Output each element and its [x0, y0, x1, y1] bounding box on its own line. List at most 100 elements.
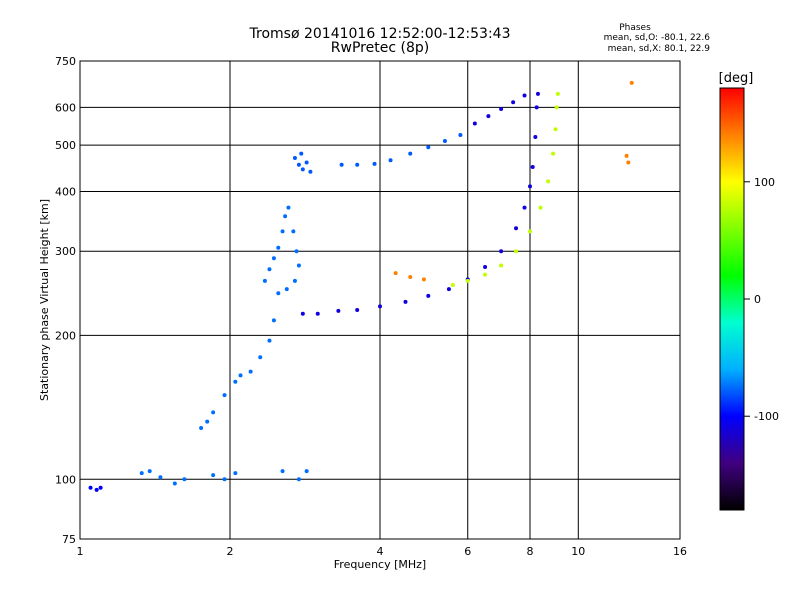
grid-lines: [80, 61, 680, 539]
data-point: [511, 100, 516, 105]
y-axis-label: Stationary phase Virtual Height [km]: [38, 199, 51, 401]
y-tick-label: 400: [55, 185, 76, 198]
data-point: [258, 355, 263, 360]
data-point: [555, 91, 560, 96]
data-point: [483, 265, 488, 270]
data-point: [267, 267, 272, 272]
data-point: [538, 205, 543, 210]
data-point: [442, 139, 447, 144]
data-point: [408, 151, 413, 156]
data-point: [355, 162, 360, 167]
data-point: [421, 277, 426, 282]
data-point: [284, 287, 289, 292]
data-point: [514, 226, 519, 231]
data-point: [304, 469, 309, 474]
data-point: [271, 256, 276, 261]
y-tick-label: 600: [55, 101, 76, 114]
chart-title: Tromsø 20141016 12:52:00-12:53:43: [249, 26, 511, 42]
data-point: [294, 249, 299, 254]
data-point: [280, 229, 285, 234]
data-point: [262, 278, 267, 283]
data-point: [292, 278, 297, 283]
y-tick-label: 200: [55, 329, 76, 342]
y-axis-ticks: 75 100 200 300 400 500 600 750: [55, 55, 76, 546]
data-point: [296, 263, 301, 268]
x-tick-label: 10: [571, 545, 585, 558]
data-point: [426, 293, 431, 298]
data-point: [158, 475, 163, 480]
data-point: [522, 205, 527, 210]
colorbar-label: [deg]: [719, 71, 754, 86]
data-point: [271, 318, 276, 323]
data-point: [296, 477, 301, 482]
data-point: [211, 473, 216, 478]
colorbar-ticks: 100 0 -100: [744, 176, 779, 423]
data-point: [426, 145, 431, 150]
data-point: [233, 379, 238, 384]
data-point: [280, 469, 285, 474]
chart-subtitle: RwPretec (8p): [330, 40, 430, 56]
data-point: [267, 338, 272, 343]
x-tick-label: 8: [527, 545, 534, 558]
data-point: [315, 311, 320, 316]
phases-heading: Phases: [619, 23, 651, 33]
x-tick-label: 2: [227, 545, 234, 558]
data-point: [248, 369, 253, 374]
data-point: [546, 179, 551, 184]
data-point: [139, 471, 144, 476]
data-point: [88, 485, 93, 490]
data-point: [486, 114, 491, 119]
scatter-points: [88, 80, 634, 492]
data-point: [551, 151, 556, 156]
data-point: [336, 308, 341, 313]
colorbar: [719, 87, 745, 511]
data-point: [629, 80, 634, 85]
data-point: [339, 162, 344, 167]
y-tick-label: 750: [55, 55, 76, 68]
x-tick-label: 1: [77, 545, 84, 558]
data-point: [291, 229, 296, 234]
data-point: [393, 271, 398, 276]
data-point: [222, 477, 227, 482]
y-tick-label: 300: [55, 245, 76, 258]
data-point: [283, 214, 288, 219]
data-point: [94, 487, 99, 492]
data-point: [182, 477, 187, 482]
data-point: [378, 304, 382, 309]
data-point: [458, 133, 463, 138]
x-tick-label: 6: [464, 545, 471, 558]
phases-x-stats: mean, sd,X: 80.1, 22.9: [607, 44, 710, 54]
data-point: [355, 308, 360, 313]
data-point: [499, 249, 504, 254]
x-axis-label: Frequency [MHz]: [334, 558, 426, 571]
colorbar-tick-label: 0: [754, 293, 761, 306]
data-point: [624, 153, 629, 158]
data-point: [205, 419, 210, 424]
data-point: [465, 278, 470, 283]
data-point: [199, 426, 204, 431]
data-point: [372, 161, 377, 166]
data-point: [222, 393, 227, 398]
data-point: [211, 410, 216, 415]
data-point: [296, 162, 301, 167]
data-point: [98, 485, 103, 490]
data-point: [528, 184, 532, 189]
data-point: [408, 274, 413, 279]
data-point: [626, 160, 631, 165]
colorbar-tick-label: -100: [754, 410, 779, 423]
data-point: [172, 481, 177, 486]
data-point: [238, 373, 243, 378]
data-point: [147, 469, 152, 474]
data-point: [528, 229, 532, 234]
data-point: [534, 105, 539, 110]
data-point: [499, 263, 504, 268]
data-point: [304, 160, 309, 165]
data-point: [472, 121, 477, 126]
phases-o-stats: mean, sd,O: -80.1, 22.6: [603, 33, 710, 43]
data-point: [446, 287, 451, 292]
x-axis-ticks: 1 2 4 6 8 10 16: [77, 545, 688, 558]
data-point: [514, 249, 519, 254]
data-point: [553, 127, 558, 132]
data-point: [450, 282, 455, 287]
